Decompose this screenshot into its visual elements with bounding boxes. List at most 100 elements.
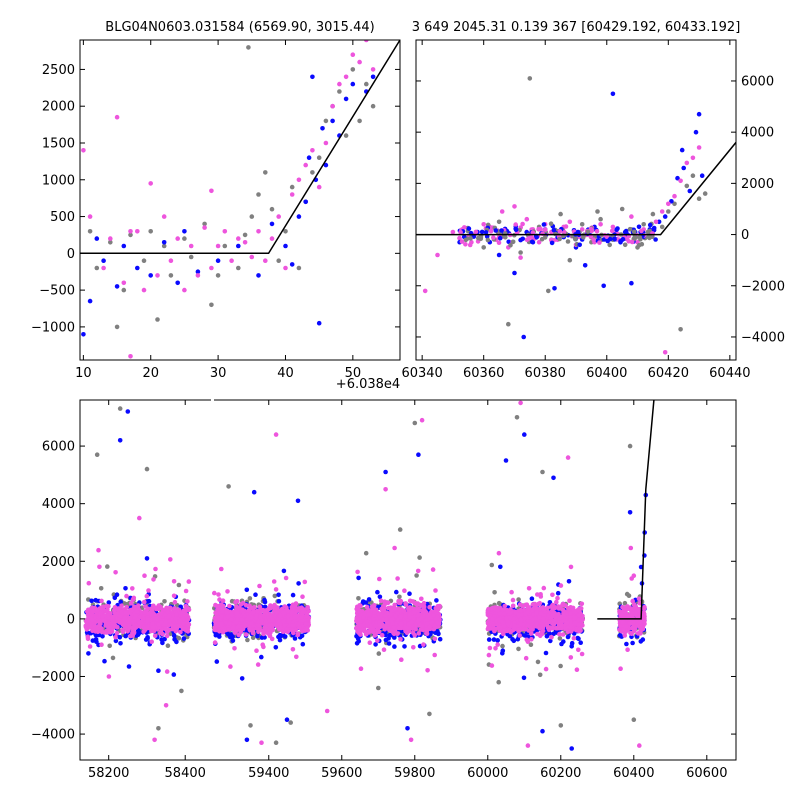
data-point-magenta <box>85 636 91 642</box>
data-point-magenta <box>270 626 275 632</box>
data-point-blue <box>256 273 261 278</box>
x-tick-label: 60420 <box>648 366 689 381</box>
data-point-blue <box>375 589 380 595</box>
data-point-magenta <box>132 604 137 610</box>
data-point-magenta <box>659 209 665 214</box>
data-point-magenta <box>185 616 191 622</box>
data-point-blue <box>118 641 123 646</box>
data-point-magenta <box>87 644 93 649</box>
x-tick-label: 10 <box>75 366 92 381</box>
data-point-gray <box>650 211 656 217</box>
top-right-axes-frame <box>415 39 737 361</box>
data-point-magenta <box>188 243 194 249</box>
data-point-gray <box>537 672 543 678</box>
data-point-magenta <box>323 140 329 146</box>
data-point-magenta <box>133 613 138 619</box>
data-point-magenta <box>367 640 373 645</box>
data-point-magenta <box>292 614 298 620</box>
data-point-magenta <box>128 354 133 359</box>
data-point-magenta <box>89 617 95 623</box>
data-point-gray <box>107 643 112 649</box>
data-point-blue <box>213 632 219 638</box>
y-tick-label: 0 <box>741 228 749 243</box>
data-point-blue <box>135 265 140 271</box>
data-point-magenta <box>209 188 214 194</box>
data-point-blue <box>343 96 349 102</box>
data-point-magenta <box>277 621 283 627</box>
data-point-blue <box>699 173 705 178</box>
data-point-blue <box>392 644 397 649</box>
data-point-blue <box>106 600 112 605</box>
data-point-gray <box>510 239 516 245</box>
data-point-magenta <box>159 620 164 625</box>
data-point-blue <box>629 280 634 286</box>
data-point-magenta <box>382 613 388 618</box>
data-point-magenta <box>102 613 107 618</box>
data-point-gray <box>276 258 282 264</box>
data-point-magenta <box>234 610 240 616</box>
data-point-magenta <box>502 603 508 609</box>
data-point-gray <box>246 45 251 50</box>
data-point-magenta <box>378 598 384 604</box>
data-point-magenta <box>249 254 255 260</box>
x-offset-label: +6.038e4 <box>336 377 400 392</box>
data-point-magenta <box>228 664 233 669</box>
data-point-magenta <box>111 608 117 613</box>
data-point-magenta <box>227 603 232 609</box>
data-point-gray <box>481 245 487 250</box>
data-point-magenta <box>92 624 97 629</box>
data-point-magenta <box>172 599 178 605</box>
data-point-magenta <box>229 258 234 264</box>
data-point-magenta <box>86 580 92 586</box>
y-tick-label: −1000 <box>31 320 75 335</box>
data-point-magenta <box>403 614 408 620</box>
data-point-magenta <box>361 615 366 620</box>
data-point-gray <box>546 288 551 294</box>
data-point-magenta <box>411 606 416 612</box>
data-point-magenta <box>165 606 171 611</box>
data-point-magenta <box>407 607 412 612</box>
data-point-magenta <box>99 606 104 611</box>
data-point-magenta <box>202 225 207 230</box>
data-point-magenta <box>420 624 425 629</box>
data-point-gray <box>176 582 182 588</box>
data-point-magenta <box>144 593 150 599</box>
data-point-blue <box>113 638 119 644</box>
data-point-magenta <box>266 623 272 628</box>
data-point-blue <box>513 226 518 232</box>
data-point-magenta <box>136 606 141 611</box>
x-tick-label: 20 <box>142 366 159 381</box>
data-point-magenta <box>364 604 370 610</box>
x-tick-label: 60340 <box>401 366 442 381</box>
data-point-magenta <box>467 242 473 248</box>
data-point-blue <box>182 229 187 234</box>
data-point-magenta <box>142 573 147 578</box>
data-point-magenta <box>437 604 442 610</box>
data-point-magenta <box>653 219 659 225</box>
data-point-magenta <box>297 625 302 631</box>
data-point-blue <box>175 280 180 286</box>
data-point-blue <box>386 641 392 646</box>
data-point-magenta <box>119 603 124 608</box>
data-point-magenta <box>145 624 150 630</box>
data-point-magenta <box>242 622 247 627</box>
data-point-magenta <box>421 608 426 614</box>
data-point-magenta <box>225 614 231 619</box>
data-point-magenta <box>526 236 532 241</box>
data-point-gray <box>641 222 646 227</box>
data-point-magenta <box>219 621 224 626</box>
data-point-blue <box>171 633 177 638</box>
data-point-magenta <box>510 597 516 603</box>
data-point-magenta <box>128 600 134 606</box>
data-point-magenta <box>250 610 256 615</box>
data-point-blue <box>407 591 412 596</box>
data-point-magenta <box>358 618 363 624</box>
data-point-gray <box>98 586 104 591</box>
data-point-magenta <box>398 636 403 642</box>
data-point-gray <box>595 209 600 214</box>
data-point-magenta <box>209 265 214 271</box>
data-point-magenta <box>305 625 310 630</box>
data-point-gray <box>684 183 690 189</box>
data-point-magenta <box>366 612 372 617</box>
data-point-magenta <box>424 627 429 632</box>
